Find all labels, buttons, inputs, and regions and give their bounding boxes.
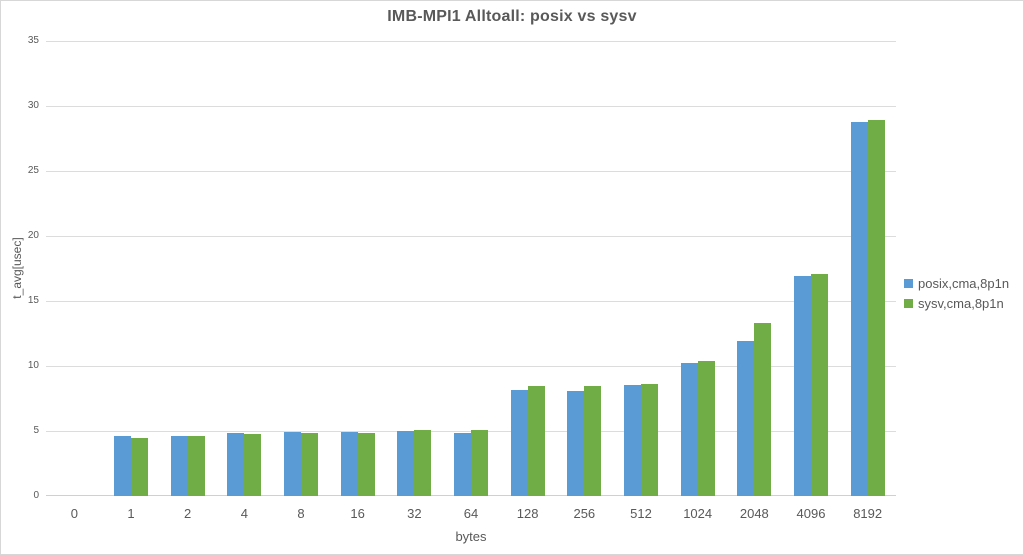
bar-group bbox=[443, 41, 500, 496]
bar-sysv bbox=[187, 436, 205, 496]
bar-group bbox=[839, 41, 896, 496]
x-tick-label: 2 bbox=[184, 506, 192, 521]
bar-posix bbox=[680, 363, 698, 496]
bar-sysv bbox=[810, 273, 828, 496]
legend-item: posix,cma,8p1n bbox=[904, 273, 1009, 293]
gridline bbox=[46, 366, 896, 367]
legend-label: sysv,cma,8p1n bbox=[918, 295, 1004, 311]
bar-sysv bbox=[357, 432, 375, 496]
bar-posix bbox=[397, 431, 415, 496]
bar-sysv bbox=[527, 386, 545, 496]
gridline bbox=[46, 301, 896, 302]
legend-swatch bbox=[904, 278, 913, 288]
bar-group bbox=[103, 41, 160, 496]
x-axis-title: bytes bbox=[455, 529, 487, 544]
bar-group bbox=[669, 41, 726, 496]
bar-group bbox=[216, 41, 273, 496]
bar-sysv bbox=[754, 323, 772, 496]
gridline bbox=[46, 106, 896, 107]
x-tick-label: 8192 bbox=[853, 506, 883, 521]
x-tick-label: 1 bbox=[127, 506, 135, 521]
y-tick-label: 10 bbox=[27, 360, 39, 371]
y-tick-label: 15 bbox=[27, 295, 39, 306]
y-tick-label: 30 bbox=[27, 100, 39, 111]
legend-item: sysv,cma,8p1n bbox=[904, 293, 1009, 313]
bar-group bbox=[273, 41, 330, 496]
bar-group bbox=[329, 41, 386, 496]
bar-posix bbox=[567, 390, 585, 496]
bar-group bbox=[613, 41, 670, 496]
bar-posix bbox=[510, 390, 528, 496]
bar-posix bbox=[283, 432, 301, 496]
bar-sysv bbox=[414, 430, 432, 496]
bar-posix bbox=[623, 384, 641, 496]
bar-group bbox=[386, 41, 443, 496]
x-tick-label: 64 bbox=[463, 506, 479, 521]
bar-sysv bbox=[244, 433, 262, 496]
bar-posix bbox=[737, 341, 755, 496]
gridline bbox=[46, 171, 896, 172]
bar-group bbox=[726, 41, 783, 496]
x-tick-label: 512 bbox=[630, 506, 652, 521]
bar-posix bbox=[453, 432, 471, 496]
x-tick-label: 0 bbox=[70, 506, 78, 521]
bar-group bbox=[556, 41, 613, 496]
x-tick-label: 16 bbox=[350, 506, 365, 521]
y-tick-label: 35 bbox=[27, 35, 39, 46]
legend: posix,cma,8p1n sysv,cma,8p1n bbox=[904, 273, 1009, 313]
x-tick-label: 2048 bbox=[739, 506, 769, 521]
bar-posix bbox=[113, 436, 131, 496]
gridline bbox=[46, 236, 896, 237]
x-tick-label: 128 bbox=[516, 506, 539, 521]
bar-posix bbox=[170, 435, 188, 496]
y-tick-label: 0 bbox=[33, 490, 39, 501]
x-tick-label: 256 bbox=[573, 506, 596, 521]
x-tick-label: 8 bbox=[297, 506, 305, 521]
bar-posix bbox=[227, 432, 245, 496]
bar-posix bbox=[793, 276, 811, 496]
bar-posix bbox=[850, 121, 868, 496]
bar-posix bbox=[340, 432, 358, 496]
legend-swatch bbox=[904, 298, 913, 308]
bar-group bbox=[159, 41, 216, 496]
y-tick-label: 25 bbox=[27, 165, 39, 176]
y-tick-label: 20 bbox=[27, 230, 39, 241]
legend-label: posix,cma,8p1n bbox=[918, 275, 1010, 291]
bar-sysv bbox=[470, 429, 488, 496]
bar-group bbox=[783, 41, 840, 496]
x-tick-label: 1024 bbox=[683, 506, 713, 521]
bar-sysv bbox=[300, 432, 318, 496]
bar-group bbox=[499, 41, 556, 496]
x-tick-label: 4 bbox=[240, 506, 248, 521]
chart-title: IMB-MPI1 Alltoall: posix vs sysv bbox=[387, 8, 637, 25]
bar-sysv bbox=[640, 383, 658, 496]
gridline bbox=[46, 41, 896, 42]
y-tick-label: 5 bbox=[33, 425, 39, 436]
bar-sysv bbox=[697, 361, 715, 496]
bar-sysv bbox=[130, 437, 148, 496]
y-axis-title: t_avg[usec] bbox=[10, 237, 24, 299]
plot-area bbox=[46, 41, 896, 496]
x-tick-label: 4096 bbox=[796, 506, 826, 521]
bar-sysv bbox=[584, 386, 602, 496]
bar-sysv bbox=[867, 120, 885, 496]
x-tick-label: 32 bbox=[407, 506, 422, 521]
bar-group bbox=[46, 41, 103, 496]
